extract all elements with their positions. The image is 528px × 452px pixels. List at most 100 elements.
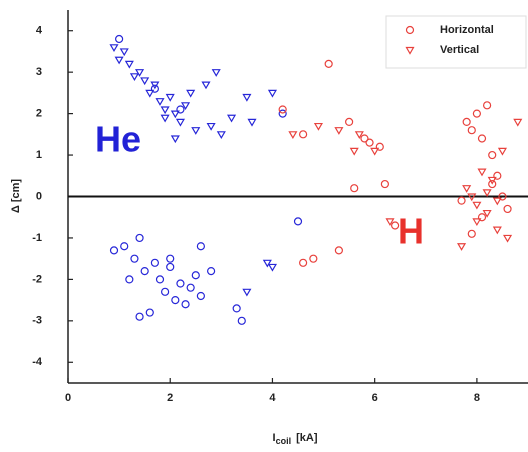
point <box>115 34 124 44</box>
point <box>349 147 359 156</box>
x-tick-label: 0 <box>65 392 71 404</box>
point <box>130 254 139 263</box>
x-axis-label: Icoil [kA] <box>273 432 318 446</box>
point <box>288 131 298 140</box>
point <box>135 233 144 243</box>
point <box>166 262 175 272</box>
point <box>125 275 134 284</box>
point <box>477 213 487 222</box>
point <box>487 176 497 185</box>
y-tick-label: -3 <box>32 315 42 327</box>
point <box>196 242 205 251</box>
point <box>176 279 185 288</box>
point <box>150 258 159 267</box>
point <box>492 197 502 206</box>
point <box>385 218 395 227</box>
point <box>119 48 129 57</box>
point <box>324 59 333 68</box>
point <box>207 267 216 276</box>
point <box>170 135 180 144</box>
y-tick-label: -1 <box>32 232 42 244</box>
point <box>513 118 523 127</box>
x-label-unit: [kA] <box>296 432 318 444</box>
point <box>492 226 502 235</box>
y-axis-label: Δ [cm] <box>10 179 22 214</box>
point <box>242 93 252 102</box>
legend-box <box>385 15 527 69</box>
y-tick-label: 0 <box>36 190 42 202</box>
point <box>293 217 303 226</box>
point <box>472 201 482 210</box>
point <box>503 204 512 214</box>
point <box>457 243 467 251</box>
point <box>267 263 277 272</box>
point <box>482 209 492 218</box>
point <box>334 246 343 255</box>
legend-marker <box>405 46 415 55</box>
x-tick-label: 6 <box>372 392 378 404</box>
point <box>309 254 318 263</box>
point <box>175 118 185 127</box>
point <box>380 179 389 189</box>
point <box>237 316 246 325</box>
point <box>124 60 134 69</box>
point <box>191 127 201 135</box>
point <box>165 93 175 102</box>
point <box>140 267 149 276</box>
point <box>497 147 507 156</box>
point <box>467 229 476 238</box>
point <box>370 147 380 156</box>
point <box>467 193 477 202</box>
x-label-sub: coil <box>276 436 292 446</box>
point <box>483 101 492 110</box>
point <box>313 122 323 131</box>
point <box>206 122 216 131</box>
point <box>129 73 139 82</box>
point <box>161 287 170 296</box>
point <box>109 246 119 255</box>
point <box>472 109 481 118</box>
point <box>498 192 507 201</box>
point <box>170 110 180 119</box>
point <box>135 312 144 321</box>
point <box>482 189 492 198</box>
point <box>391 221 400 230</box>
point <box>186 89 196 98</box>
point <box>140 77 150 86</box>
point <box>120 242 129 251</box>
point <box>477 168 487 177</box>
x-tick-label: 8 <box>474 392 480 404</box>
point <box>488 179 497 189</box>
legend-label: Horizontal <box>440 24 494 36</box>
x-tick-label: 4 <box>269 392 276 404</box>
point <box>278 105 287 114</box>
point <box>160 114 170 123</box>
point <box>109 44 119 52</box>
y-tick-label: -2 <box>32 273 42 285</box>
point <box>166 254 175 263</box>
annotation: He <box>95 119 141 160</box>
point <box>145 308 154 317</box>
point <box>181 300 190 309</box>
point <box>186 283 195 292</box>
point <box>216 131 226 140</box>
legend-marker <box>405 25 415 35</box>
point <box>360 134 369 143</box>
point <box>262 259 272 268</box>
point <box>145 89 155 98</box>
point <box>201 81 211 90</box>
point <box>150 84 159 93</box>
point <box>232 304 241 313</box>
point <box>278 109 287 118</box>
point <box>345 117 354 127</box>
point <box>503 234 513 243</box>
point <box>176 105 185 114</box>
point <box>135 69 145 77</box>
legend-label: Vertical <box>440 44 479 56</box>
point <box>472 218 482 227</box>
point <box>181 102 191 111</box>
point <box>227 114 237 123</box>
annotation: H <box>398 211 424 252</box>
point <box>467 126 476 135</box>
